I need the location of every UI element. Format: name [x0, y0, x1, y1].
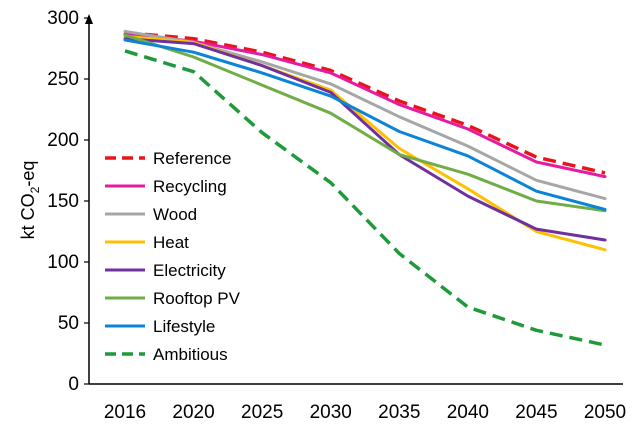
y-tick-label: 150 [47, 191, 79, 212]
x-tick-label: 2025 [241, 402, 283, 423]
series-line-electricity [123, 37, 607, 242]
x-tick-label: 2020 [172, 402, 214, 423]
x-tick-labels: 2016 2020 2025 2030 2035 2040 2045 2050 [104, 402, 626, 423]
x-tick-label: 2050 [584, 402, 626, 423]
legend-label-wood: Wood [153, 205, 197, 224]
legend-label-electricity: Electricity [153, 261, 226, 280]
legend-label-rooftop-pv: Rooftop PV [153, 289, 241, 308]
legend-label-heat: Heat [153, 233, 189, 252]
y-tick-labels: 0 50 100 150 200 250 300 [47, 8, 79, 395]
y-axis-arrow [85, 14, 93, 24]
series-line-recycling [123, 32, 607, 179]
y-tick-label: 100 [47, 252, 79, 273]
y-axis-label-suffix: -eq [18, 161, 38, 187]
x-tick-label: 2035 [378, 402, 420, 423]
series-line-rooftop-pv [123, 33, 607, 213]
y-tick-label: 200 [47, 130, 79, 151]
legend-label-recycling: Recycling [153, 177, 227, 196]
series-lines [123, 29, 607, 347]
axes [84, 14, 623, 385]
series-line-lifestyle [123, 38, 607, 211]
x-tick-label: 2016 [104, 402, 146, 423]
y-axis-label-prefix: kt CO [18, 193, 38, 239]
x-tick-label: 2045 [515, 402, 557, 423]
x-tick-label: 2030 [310, 402, 352, 423]
y-axis-label: kt CO2-eq [18, 161, 42, 240]
series-line-ambitious [124, 49, 606, 347]
legend-label-lifestyle: Lifestyle [153, 317, 215, 336]
y-tick-label: 50 [58, 313, 79, 334]
y-tick-label: 300 [47, 8, 79, 29]
legend: Reference Recycling Wood Heat Electricity Roo… [105, 149, 241, 364]
y-axis-label-subscript: 2 [28, 186, 42, 193]
x-tick-label: 2040 [447, 402, 489, 423]
y-tick-label: 250 [47, 69, 79, 90]
series-line-reference [124, 30, 606, 175]
legend-label-ambitious: Ambitious [153, 345, 228, 364]
y-tick-label: 0 [68, 374, 79, 395]
legend-label-reference: Reference [153, 149, 231, 168]
